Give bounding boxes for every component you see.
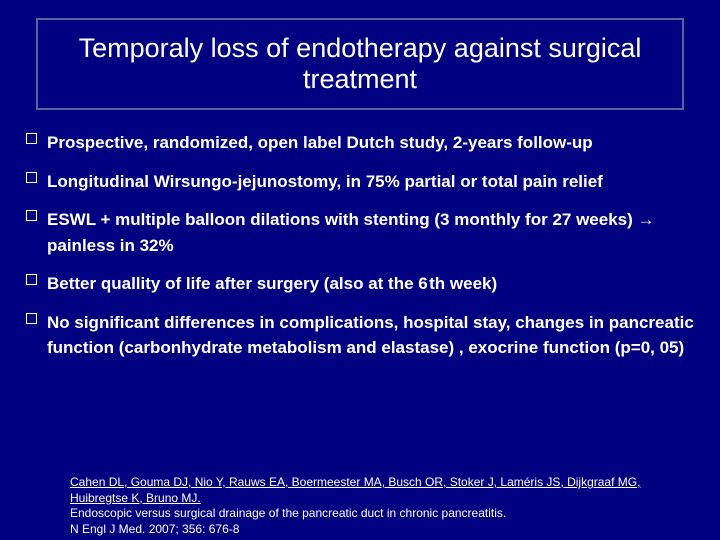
bullet-text: ESWL + multiple balloon dilations with s… [47, 207, 702, 258]
title-box: Temporaly loss of endotherapy against su… [36, 18, 684, 110]
citation-title: Endoscopic versus surgical drainage of t… [70, 506, 506, 520]
bullet-item: ESWL + multiple balloon dilations with s… [26, 207, 702, 258]
bullet-text: Prospective, randomized, open label Dutc… [47, 130, 702, 156]
bullet-item: Longitudinal Wirsungo-jejunostomy, in 75… [26, 169, 702, 195]
bullet-text: Longitudinal Wirsungo-jejunostomy, in 75… [47, 169, 702, 195]
square-bullet-icon [26, 172, 37, 183]
square-bullet-icon [26, 313, 37, 324]
slide-title: Temporaly loss of endotherapy against su… [38, 33, 682, 95]
citation-authors: Cahen DL, Gouma DJ, Nio Y, Rauws EA, Boe… [70, 475, 640, 505]
bullet-item: Better quallity of life after surgery (a… [26, 271, 702, 297]
bullet-text: Better quallity of life after surgery (a… [47, 271, 702, 297]
square-bullet-icon [26, 210, 37, 221]
bullet-text: No significant differences in complicati… [47, 310, 702, 361]
citation-source: N Engl J Med. 2007; 356: 676-8 [70, 522, 239, 536]
slide: Temporaly loss of endotherapy against su… [0, 0, 720, 540]
square-bullet-icon [26, 274, 37, 285]
citation-block: Cahen DL, Gouma DJ, Nio Y, Rauws EA, Boe… [70, 475, 680, 537]
square-bullet-icon [26, 133, 37, 144]
bullet-item: Prospective, randomized, open label Dutc… [26, 130, 702, 156]
bullet-list: Prospective, randomized, open label Dutc… [26, 130, 702, 374]
bullet-item: No significant differences in complicati… [26, 310, 702, 361]
